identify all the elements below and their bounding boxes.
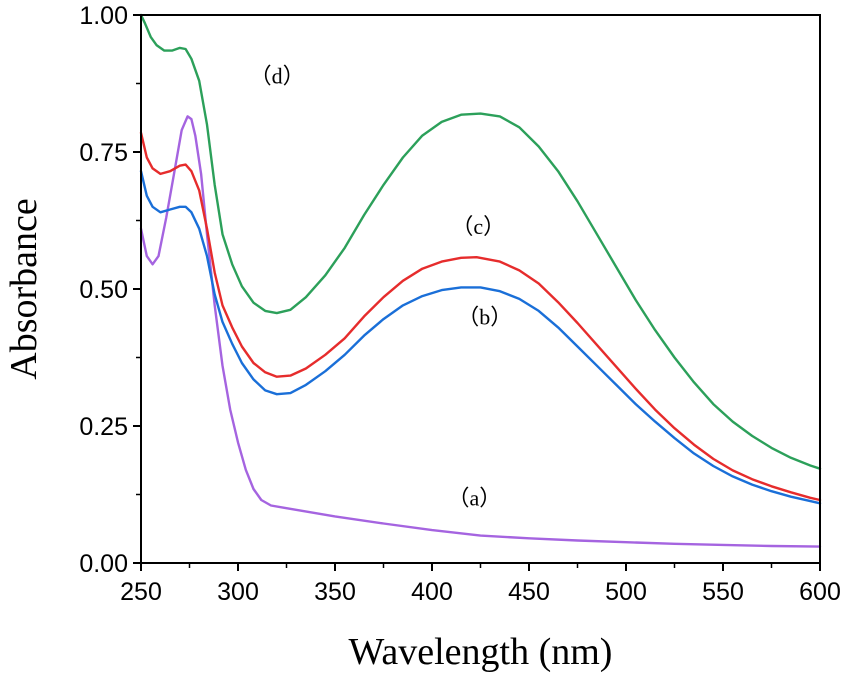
y-tick-label: 1.00 bbox=[79, 2, 128, 30]
y-axis-title: Absorbance bbox=[3, 198, 45, 379]
x-tick-label: 250 bbox=[120, 578, 162, 606]
series-label-b: （b） bbox=[457, 305, 512, 330]
series-line-d bbox=[139, 13, 822, 470]
y-tick-label: 0.50 bbox=[79, 276, 128, 304]
x-tick-label: 600 bbox=[799, 578, 841, 606]
series-label-a: （a） bbox=[448, 485, 502, 510]
x-axis: 250 300 350 400 450 500 550 600 bbox=[120, 563, 841, 606]
series-line-c bbox=[139, 131, 822, 502]
x-tick-label: 500 bbox=[605, 578, 647, 606]
x-tick-label: 550 bbox=[702, 578, 744, 606]
series-line-a bbox=[139, 115, 822, 548]
x-tick-label: 350 bbox=[314, 578, 356, 606]
x-tick-label: 300 bbox=[217, 578, 259, 606]
x-tick-label: 400 bbox=[411, 578, 453, 606]
x-axis-title: Wavelength (nm) bbox=[349, 631, 613, 673]
x-tick-label: 450 bbox=[508, 578, 550, 606]
series-label-d: （d） bbox=[250, 64, 305, 89]
series-layer bbox=[139, 13, 822, 548]
y-tick-label: 0.00 bbox=[79, 550, 128, 578]
series-labels: （a） （b） （c） （d） bbox=[250, 64, 513, 511]
series-label-c: （c） bbox=[451, 214, 505, 239]
y-tick-label: 0.75 bbox=[79, 139, 128, 167]
y-tick-label: 0.25 bbox=[79, 413, 128, 441]
y-axis: 0.00 0.25 0.50 0.75 1.00 bbox=[79, 2, 141, 578]
series-line-b bbox=[139, 170, 822, 505]
